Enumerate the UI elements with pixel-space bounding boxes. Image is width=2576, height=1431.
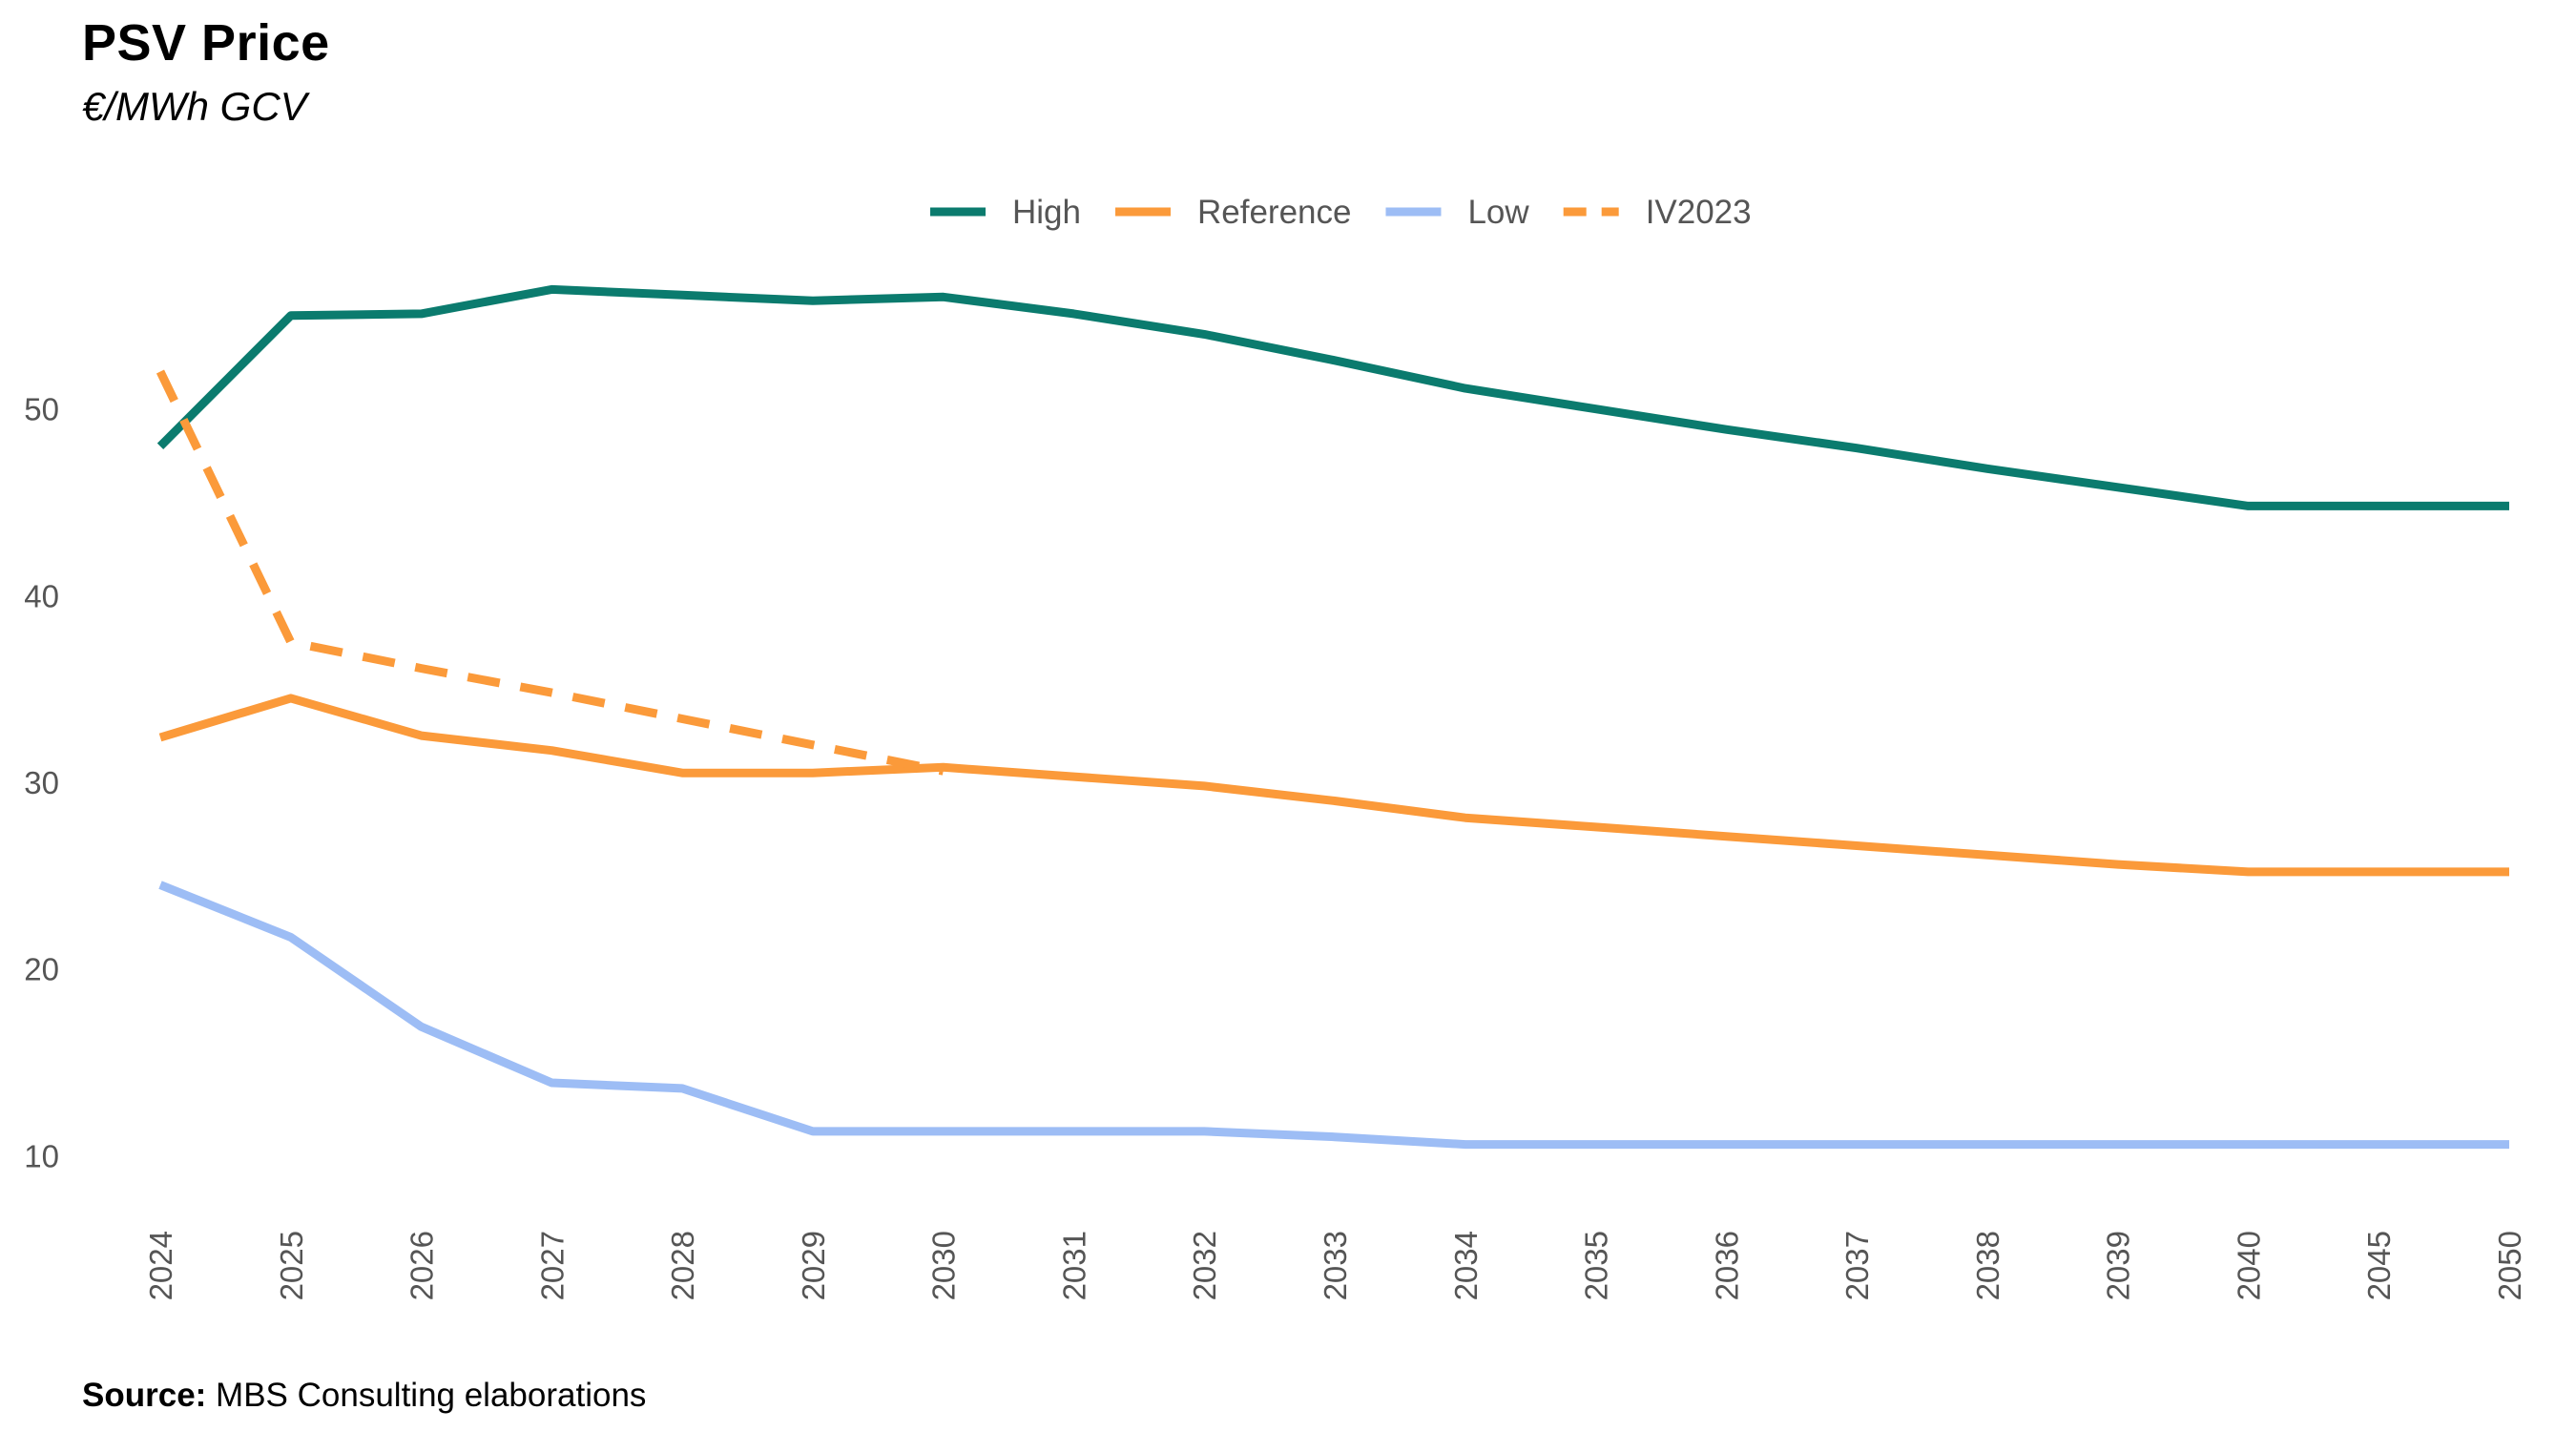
x-tick-label: 2032 [1187, 1231, 1222, 1300]
series-line-high [156, 284, 2509, 510]
source-note: Source: MBS Consulting elaborations [82, 1377, 646, 1415]
x-tick-label: 2036 [1709, 1231, 1744, 1300]
x-tick-label: 2045 [2361, 1231, 2397, 1300]
chart-subtitle: €/MWh GCV [82, 84, 307, 129]
x-tick-label: 2029 [796, 1231, 831, 1300]
x-tick-label: 2037 [1839, 1231, 1875, 1300]
legend-item: Reference [1114, 194, 1351, 231]
series-line-low [158, 881, 2509, 1150]
x-tick-label: 2030 [926, 1231, 962, 1300]
legend-label: Reference [1197, 194, 1351, 231]
x-tick-label: 2033 [1318, 1231, 1353, 1300]
x-tick-label: 2034 [1448, 1231, 1484, 1300]
y-axis: 10 20 30 40 50 [24, 392, 59, 1174]
legend-label: High [1012, 194, 1081, 231]
legend-item: Low [1385, 194, 1529, 231]
legend: High Reference Low IV2023 [930, 194, 1752, 231]
series-layer [156, 284, 2509, 1150]
x-tick-label: 2028 [665, 1231, 700, 1300]
x-tick-label: 2040 [2231, 1231, 2266, 1300]
x-tick-label: 2050 [2492, 1231, 2527, 1300]
legend-item: IV2023 [1563, 194, 1752, 231]
x-axis: 2024 2025 2026 2027 2028 2029 2030 2031 2032 2033… [143, 1231, 2527, 1300]
x-tick-label: 2035 [1579, 1231, 1614, 1300]
y-tick-label: 50 [24, 392, 59, 427]
x-tick-label: 2026 [405, 1231, 440, 1300]
source-label: Source: [82, 1377, 207, 1414]
x-tick-label: 2025 [274, 1231, 309, 1300]
legend-item: High [930, 194, 1081, 231]
series-line-iv2023 [156, 369, 945, 776]
series-line-reference [158, 694, 2509, 877]
legend-label: Low [1467, 194, 1529, 231]
x-tick-label: 2039 [2101, 1231, 2136, 1300]
y-tick-label: 10 [24, 1138, 59, 1173]
chart-title: PSV Price [82, 14, 330, 72]
y-tick-label: 40 [24, 578, 59, 613]
y-tick-label: 30 [24, 765, 59, 800]
x-tick-label: 2024 [143, 1231, 178, 1300]
x-tick-label: 2038 [1970, 1231, 2005, 1300]
x-tick-label: 2027 [534, 1231, 570, 1300]
legend-label: IV2023 [1646, 194, 1752, 231]
x-tick-label: 2031 [1056, 1231, 1091, 1300]
source-text: MBS Consulting elaborations [216, 1377, 647, 1414]
y-tick-label: 20 [24, 952, 59, 987]
